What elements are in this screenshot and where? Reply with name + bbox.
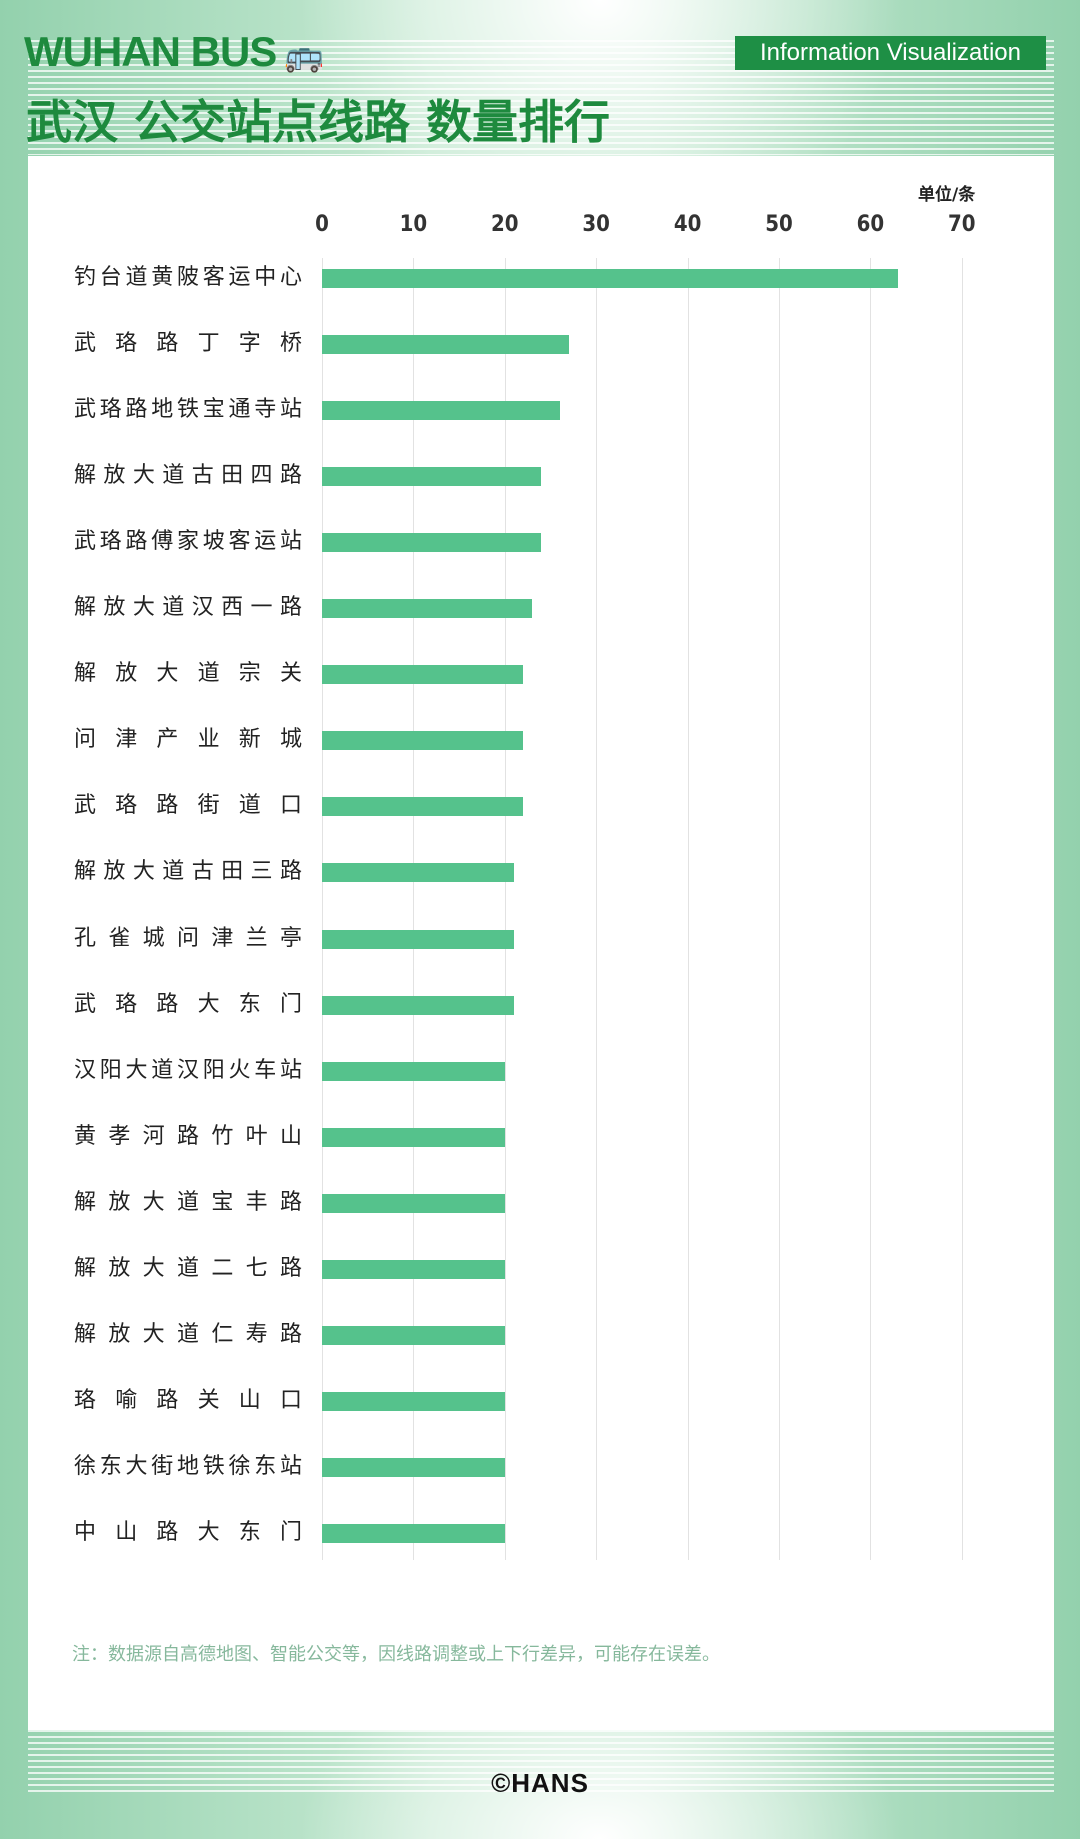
title-en: WUHAN BUS 🚌 xyxy=(24,28,324,75)
footer-stripes xyxy=(28,1730,1054,1795)
bus-icon: 🚌 xyxy=(284,37,324,73)
bar xyxy=(322,1061,505,1081)
category-label: 武珞路街道口 xyxy=(74,793,302,819)
category-label: 解放大道二七路 xyxy=(74,1255,302,1281)
category-label: 武珞路傅家坡客运站 xyxy=(74,529,302,555)
bar xyxy=(322,863,514,883)
x-tick-label: 30 xyxy=(582,212,610,237)
category-label: 孔雀城问津兰亭 xyxy=(74,925,302,951)
bar xyxy=(322,467,542,487)
x-tick-label: 70 xyxy=(948,212,976,237)
bar xyxy=(322,1325,505,1345)
bar xyxy=(322,1523,505,1543)
category-label: 汉阳大道汉阳火车站 xyxy=(74,1057,302,1083)
gridline xyxy=(779,258,780,1560)
category-label: 解放大道古田四路 xyxy=(74,463,302,489)
bar xyxy=(322,335,569,355)
category-label: 解放大道宗关 xyxy=(74,661,302,687)
x-tick-label: 10 xyxy=(399,212,428,237)
x-tick-label: 60 xyxy=(856,212,885,237)
unit-label: 单位/条 xyxy=(918,185,976,205)
category-label: 珞喻路关山口 xyxy=(74,1387,302,1413)
bar xyxy=(322,269,898,288)
gridline xyxy=(504,258,506,1560)
x-tick-label: 20 xyxy=(491,212,519,237)
bar xyxy=(322,665,524,685)
x-tick-label: 0 xyxy=(315,212,329,237)
bar xyxy=(322,1259,505,1279)
gridline xyxy=(322,258,323,1560)
bar xyxy=(322,599,533,619)
category-label: 问津产业新城 xyxy=(74,727,302,753)
category-label: 解放大道宝丰路 xyxy=(74,1189,302,1215)
bar xyxy=(322,1193,505,1213)
gridline xyxy=(413,258,415,1560)
category-label: 解放大道汉西一路 xyxy=(74,595,302,621)
bar xyxy=(322,929,514,949)
category-label: 解放大道仁寿路 xyxy=(74,1321,302,1347)
gridline xyxy=(687,258,689,1560)
category-label: 徐东大街地铁徐东站 xyxy=(74,1453,302,1479)
category-label: 解放大道古田三路 xyxy=(74,859,302,885)
x-tick-label: 40 xyxy=(673,212,702,237)
bar xyxy=(322,401,560,421)
bar xyxy=(322,533,542,553)
gridline xyxy=(596,258,598,1560)
bar xyxy=(322,1457,505,1477)
gridline xyxy=(961,258,963,1560)
bar xyxy=(322,1391,505,1411)
bar xyxy=(322,995,514,1015)
category-label: 武珞路大东门 xyxy=(74,991,302,1017)
bar xyxy=(322,797,524,817)
x-tick-label: 50 xyxy=(765,212,793,237)
category-label: 黄孝河路竹叶山 xyxy=(74,1123,302,1149)
bar xyxy=(322,731,524,751)
category-label: 钓台道黄陂客运中心 xyxy=(74,265,302,290)
category-label: 武珞路丁字桥 xyxy=(74,331,302,357)
page-title: 武汉 公交站点线路 数量排行 xyxy=(26,95,611,149)
gridline xyxy=(870,258,872,1560)
info-vis-badge: Information Visualization xyxy=(735,36,1046,70)
copyright: ©HANS xyxy=(491,1768,589,1798)
data-source-note: 注：数据源自高德地图、智能公交等，因线路调整或上下行差异，可能存在误差。 xyxy=(72,1644,720,1665)
category-label: 中山路大东门 xyxy=(74,1519,302,1545)
category-label: 武珞路地铁宝通寺站 xyxy=(74,397,302,423)
bar xyxy=(322,1127,505,1147)
